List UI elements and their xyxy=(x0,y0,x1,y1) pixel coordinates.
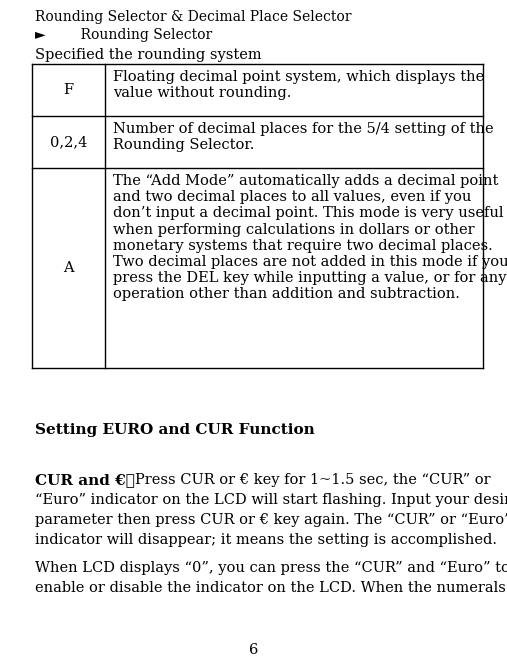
Text: ►        Rounding Selector: ► Rounding Selector xyxy=(35,28,212,42)
Text: enable or disable the indicator on the LCD. When the numerals: enable or disable the indicator on the L… xyxy=(35,581,506,595)
Text: Rounding Selector & Decimal Place Selector: Rounding Selector & Decimal Place Select… xyxy=(35,10,351,24)
Text: CUR and €：: CUR and €： xyxy=(35,473,135,487)
Text: F: F xyxy=(63,83,74,97)
Text: Specified the rounding system: Specified the rounding system xyxy=(35,48,262,62)
Text: Setting EURO and CUR Function: Setting EURO and CUR Function xyxy=(35,423,315,437)
Text: Number of decimal places for the 5/4 setting of the
Rounding Selector.: Number of decimal places for the 5/4 set… xyxy=(113,122,494,152)
Text: Floating decimal point system, which displays the
value without rounding.: Floating decimal point system, which dis… xyxy=(113,70,484,100)
Text: 6: 6 xyxy=(249,643,258,657)
Text: parameter then press CUR or € key again. The “CUR” or “Euro”: parameter then press CUR or € key again.… xyxy=(35,513,507,527)
Text: 0,2,4: 0,2,4 xyxy=(50,135,87,149)
Text: “Euro” indicator on the LCD will start flashing. Input your desire: “Euro” indicator on the LCD will start f… xyxy=(35,493,507,507)
Text: indicator will disappear; it means the setting is accomplished.: indicator will disappear; it means the s… xyxy=(35,533,497,547)
Text: When LCD displays “0”, you can press the “CUR” and “Euro” to: When LCD displays “0”, you can press the… xyxy=(35,561,507,575)
Text: A: A xyxy=(63,261,74,275)
Text: The “Add Mode” automatically adds a decimal point
and two decimal places to all : The “Add Mode” automatically adds a deci… xyxy=(113,174,507,301)
Text: Press CUR or € key for 1~1.5 sec, the “CUR” or: Press CUR or € key for 1~1.5 sec, the “C… xyxy=(135,473,490,487)
